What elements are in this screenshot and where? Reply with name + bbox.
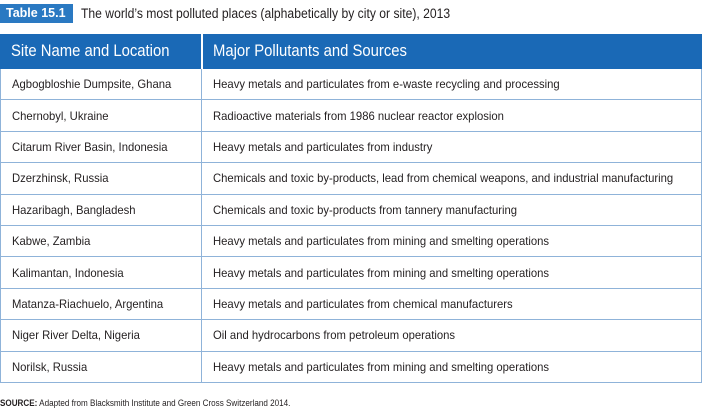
source-note: SOURCE: Adapted from Blacksmith Institut…: [0, 398, 290, 408]
pollutant-description: Heavy metals and particulates from e-was…: [213, 77, 560, 92]
table-row: Chernobyl, Ukraine Radioactive materials …: [0, 99, 702, 132]
pollutant-cell: Heavy metals and particulates from minin…: [201, 256, 702, 289]
column-header-pollutants-label: Major Pollutants and Sources: [212, 42, 407, 60]
pollutant-cell: Radioactive materials from 1986 nuclear …: [201, 99, 702, 132]
header-row: Site Name and Location Major Pollutants …: [0, 34, 702, 69]
table-row: Agbogbloshie Dumpsite, Ghana Heavy metals…: [0, 67, 702, 101]
site-name: Kabwe, Zambia: [12, 234, 91, 249]
pollutant-description: Heavy metals and particulates from minin…: [213, 359, 550, 374]
table-header: Site Name and Location Major Pollutants …: [0, 34, 702, 69]
pollutant-description: Chemicals and toxic by-products from tan…: [213, 202, 518, 217]
pollutant-cell: Heavy metals and particulates from chemi…: [201, 287, 702, 321]
site-name: Norilsk, Russia: [12, 359, 88, 374]
site-name: Agbogbloshie Dumpsite, Ghana: [12, 77, 172, 92]
site-cell: Niger River Delta, Nigeria: [0, 319, 202, 352]
table-title: The world’s most polluted places (alphab…: [80, 5, 450, 21]
pollutant-cell: Heavy metals and particulates from e-was…: [201, 67, 702, 101]
column-header-site-label: Site Name and Location: [11, 42, 170, 60]
site-name: Chernobyl, Ukraine: [12, 108, 109, 123]
column-header-pollutants: Major Pollutants and Sources: [201, 34, 702, 69]
pollutant-cell: Chemicals and toxic by-products, lead fr…: [201, 162, 702, 195]
site-name: Kalimantan, Indonesia: [12, 265, 124, 280]
table-row: Norilsk, Russia Heavy metals and particul…: [0, 350, 702, 383]
site-cell: Chernobyl, Ukraine: [0, 99, 202, 132]
site-cell: Hazaribagh, Bangladesh: [0, 193, 202, 226]
table-row: Kabwe, Zambia Heavy metals and particulat…: [0, 224, 702, 258]
table-row: Citarum River Basin, Indonesia Heavy meta…: [0, 130, 702, 164]
site-cell: Dzerzhinsk, Russia: [0, 162, 202, 195]
pollutant-description: Heavy metals and particulates from indus…: [213, 139, 433, 154]
site-cell: Agbogbloshie Dumpsite, Ghana: [0, 67, 202, 101]
site-cell: Citarum River Basin, Indonesia: [0, 130, 202, 164]
site-name: Matanza-Riachuelo, Argentina: [12, 296, 164, 311]
table-caption: Table 15.1 The world’s most polluted pla…: [0, 3, 491, 23]
source-label: SOURCE:: [0, 398, 38, 408]
pollutant-description: Heavy metals and particulates from chemi…: [213, 296, 513, 311]
pollutant-description: Chemicals and toxic by-products, lead fr…: [213, 171, 674, 186]
site-name: Dzerzhinsk, Russia: [12, 171, 109, 186]
site-name: Niger River Delta, Nigeria: [12, 328, 140, 343]
site-name: Citarum River Basin, Indonesia: [12, 139, 168, 154]
table-number-label: Table 15.1: [0, 3, 73, 23]
pollutant-cell: Chemicals and toxic by-products from tan…: [201, 193, 702, 226]
site-cell: Kalimantan, Indonesia: [0, 256, 202, 289]
column-header-site: Site Name and Location: [0, 34, 203, 69]
site-cell: Matanza-Riachuelo, Argentina: [0, 287, 202, 321]
table-row: Matanza-Riachuelo, Argentina Heavy metals…: [0, 287, 702, 321]
table-body: Agbogbloshie Dumpsite, Ghana Heavy metals…: [0, 67, 702, 383]
table-row: Hazaribagh, Bangladesh Chemicals and toxi…: [0, 193, 702, 226]
site-cell: Kabwe, Zambia: [0, 224, 202, 258]
table-row: Kalimantan, Indonesia Heavy metals and pa…: [0, 256, 702, 289]
pollutant-description: Heavy metals and particulates from minin…: [213, 265, 550, 280]
pollutant-description: Oil and hydrocarbons from petroleum oper…: [213, 328, 456, 343]
pollutant-cell: Heavy metals and particulates from minin…: [201, 224, 702, 258]
site-cell: Norilsk, Russia: [0, 350, 202, 383]
pollutant-cell: Heavy metals and particulates from indus…: [201, 130, 702, 164]
pollutant-description: Heavy metals and particulates from minin…: [213, 234, 550, 249]
pollutant-cell: Oil and hydrocarbons from petroleum oper…: [201, 319, 702, 352]
table-row: Niger River Delta, Nigeria Oil and hydroc…: [0, 319, 702, 352]
pollutant-description: Radioactive materials from 1986 nuclear …: [213, 108, 504, 123]
polluted-places-table: Site Name and Location Major Pollutants …: [0, 34, 702, 383]
site-name: Hazaribagh, Bangladesh: [12, 202, 136, 217]
pollutant-cell: Heavy metals and particulates from minin…: [201, 350, 702, 383]
table-row: Dzerzhinsk, Russia Chemicals and toxic by…: [0, 162, 702, 195]
source-text: Adapted from Blacksmith Institute and Gr…: [39, 398, 291, 408]
